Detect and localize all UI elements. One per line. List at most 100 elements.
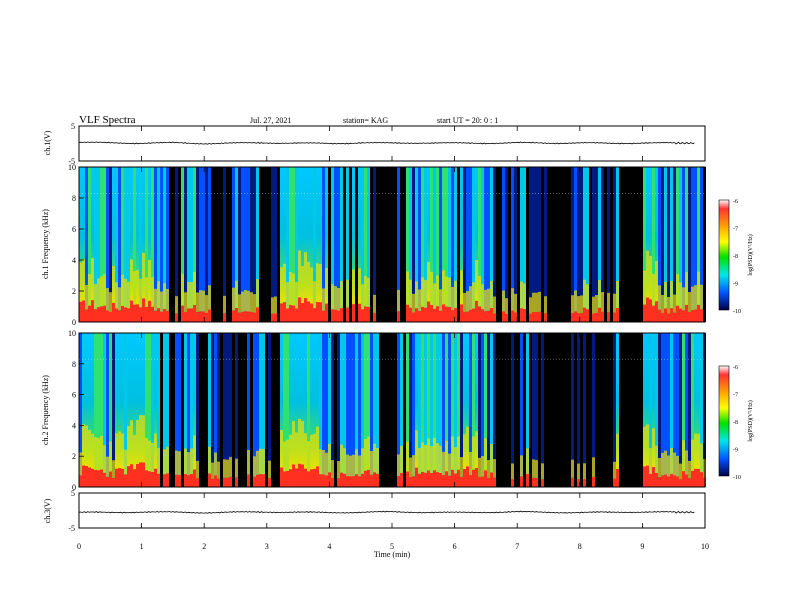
spectrogram-midband [667,296,670,314]
spectrogram-column [367,333,370,487]
spectrogram-column [598,167,601,322]
spectrogram-lowfreq-band [337,478,340,487]
spectrogram-column [430,167,433,322]
spectrogram-column [400,167,403,322]
spectrogram-midband [268,460,271,479]
spectrogram-lowfreq-band [700,309,703,322]
spectrogram-column [385,167,388,322]
spectrogram-lowfreq-band [676,476,679,487]
colorbar-tick-label: -8 [733,420,738,426]
spectrogram-midband [115,433,118,469]
xtick-label: 6 [453,542,457,551]
spectrogram-column [646,333,649,487]
spectrogram-midband [160,291,163,312]
spectrogram-column [535,167,538,322]
spectrogram-lowfreq-band [223,313,226,322]
spectrogram-column [589,167,592,322]
spectrogram-lowfreq-band [262,474,265,487]
spectrogram-column [460,333,463,487]
spectrogram-column [484,333,487,487]
spectrogram-midband [187,452,190,476]
spectrogram-midband [145,277,148,307]
spectrogram-lowfreq-band [253,476,256,487]
spectrogram-lowfreq-band [307,301,310,322]
spectrogram-column [640,333,643,487]
spectrogram-midband [505,298,508,315]
spectrogram-midband [109,441,112,472]
spectrogram-lowfreq-band [691,470,694,487]
spectrogram-midband [679,463,682,480]
spectrogram-column [334,333,337,487]
spectrogram-column [310,333,313,487]
spectrogram-column [379,167,382,322]
spectrogram-lowfreq-band [310,303,313,322]
spectrogram-midband [544,296,547,314]
spectrogram-column [376,167,379,322]
ytick-label: 5 [71,122,75,131]
spectrogram-column [646,167,649,322]
spectrogram-midband [88,430,91,468]
spectrogram-midband [109,292,112,312]
spectrogram-lowfreq-band [427,301,430,322]
spectrogram-midband [397,289,400,312]
spectrogram-lowfreq-band [520,476,523,487]
spectrogram-column [352,167,355,322]
spectrogram-midband [472,436,475,470]
spectrogram-column [85,333,88,487]
spectrogram-column [277,333,280,487]
xtick-label: 9 [640,542,644,551]
spectrogram-midband [424,444,427,473]
spectrogram-lowfreq-band [157,473,160,487]
spectrogram-midband [577,296,580,314]
spectrogram-column [202,167,205,322]
spectrogram-lowfreq-band [652,305,655,322]
ytick-label: -5 [68,157,75,166]
spectrogram-lowfreq-band [241,311,244,322]
spectrogram-column [622,167,625,322]
spectrogram-column [148,333,151,487]
spectrogram-midband [346,454,349,477]
spectrogram-column [607,333,610,487]
spectrogram-midband [370,451,373,475]
spectrogram-midband [484,438,487,471]
spectrogram-midband [646,424,649,466]
spectrogram-midband [367,436,370,470]
spectrogram-column [121,167,124,322]
spectrogram-column [550,333,553,487]
ch2-spectrogram-image [79,333,706,487]
colorbar-tick-label: -9 [733,282,738,288]
spectrogram-column [289,333,292,487]
spectrogram-lowfreq-band [655,301,658,322]
spectrogram-midband [655,445,658,473]
spectrogram-column [136,167,139,322]
spectrogram-column [418,333,421,487]
spectrogram-lowfreq-band [79,301,82,322]
spectrogram-lowfreq-band [178,474,181,487]
spectrogram-lowfreq-band [694,468,697,487]
spectrogram-column [271,167,274,322]
spectrogram-lowfreq-band [370,474,373,487]
spectrogram-midband [529,297,532,314]
spectrogram-column [247,167,250,322]
spectrogram-midband [310,267,313,304]
spectrogram-column [169,167,172,322]
spectrogram-column [475,333,478,487]
spectrogram-lowfreq-band [484,470,487,487]
spectrogram-midband [196,460,199,479]
spectrogram-lowfreq-band [235,307,238,322]
ch3-ylabel: ch.3(V) [43,498,52,523]
spectrogram-lowfreq-band [358,476,361,487]
spectrogram-column [391,333,394,487]
spectrogram-lowfreq-band [412,476,415,487]
spectrogram-midband [373,443,376,473]
spectrogram-midband [130,420,133,465]
spectrogram-column [109,167,112,322]
spectrogram-column [616,333,619,487]
spectrogram-midband [571,295,574,314]
spectrogram-lowfreq-band [151,472,154,487]
spectrogram-lowfreq-band [658,309,661,322]
spectrogram-lowfreq-band [460,476,463,487]
spectrogram-column [619,333,622,487]
spectrogram-midband [694,433,697,469]
spectrogram-column [364,167,367,322]
